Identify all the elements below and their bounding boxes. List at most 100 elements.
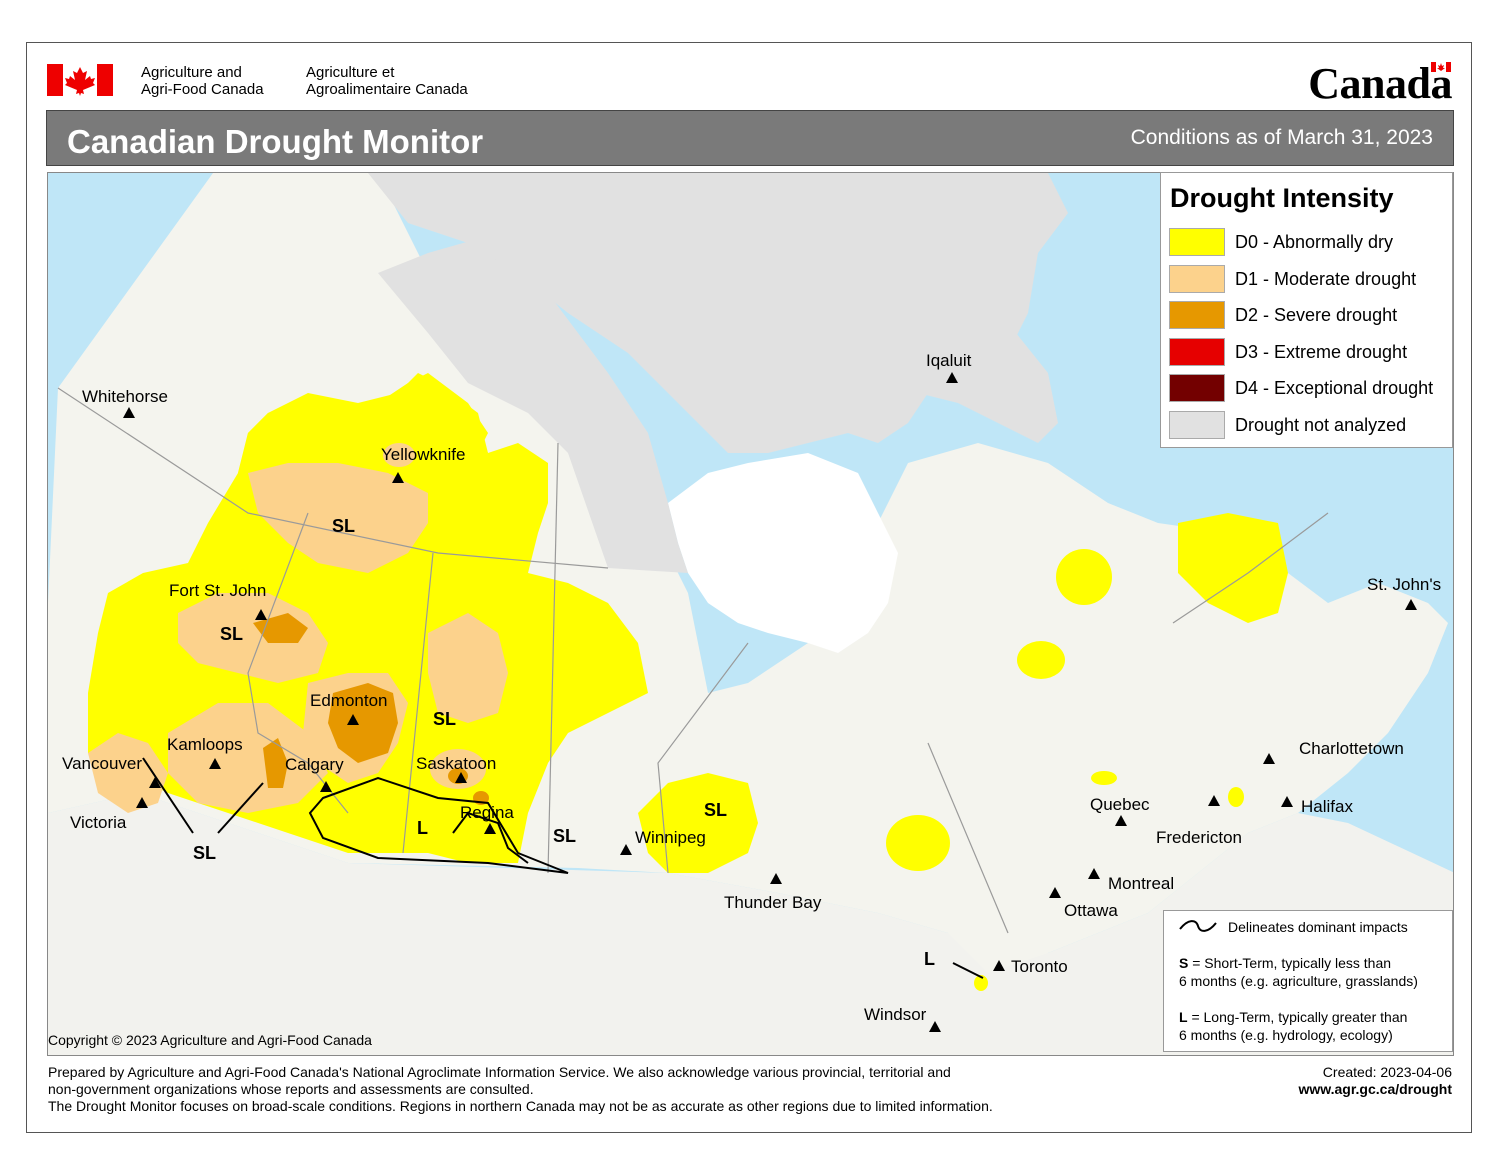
city-marker-iqaluit <box>946 372 958 383</box>
key-l-letter: L <box>1179 1009 1188 1025</box>
city-montreal: Montreal <box>1108 874 1175 893</box>
legend-swatch-d4 <box>1169 374 1225 402</box>
key-l-text-1: = Long-Term, typically greater than <box>1187 1009 1408 1025</box>
city-marker-toronto <box>993 960 1005 971</box>
impact-label-l-prairies: L <box>417 818 428 838</box>
key-s-text-1: = Short-Term, typically less than <box>1188 955 1392 971</box>
footer-created: Created: 2023-04-06 www.agr.gc.ca/drough… <box>1298 1064 1452 1098</box>
city-marker-regina <box>484 823 496 834</box>
city-halifax: Halifax <box>1301 797 1353 816</box>
city-marker-charlottetown <box>1263 753 1275 764</box>
legend-swatch-d1 <box>1169 265 1225 293</box>
d0-ontario-north <box>886 815 950 871</box>
key-s-letter: S <box>1179 955 1189 971</box>
city-toronto: Toronto <box>1011 957 1068 976</box>
provincial-boundaries <box>57 387 1329 934</box>
city-marker-yellowknife <box>392 472 404 483</box>
impact-label-sl-bc-south: SL <box>193 843 217 863</box>
city-marker-edmonton <box>347 714 359 725</box>
city-regina: Regina <box>460 803 514 822</box>
city-st-johns: St. John's <box>1367 575 1442 594</box>
nunavut-not-analyzed <box>378 233 688 573</box>
dept-fr-line2: Agroalimentaire Canada <box>306 81 468 98</box>
key-l-text-2: 6 months (e.g. hydrology, ecology) <box>1179 1027 1393 1043</box>
city-marker-halifax <box>1281 796 1293 807</box>
city-marker-winnipeg <box>620 844 632 855</box>
title-bar: Canadian Drought Monitor Conditions as o… <box>46 110 1454 166</box>
legend-swatch-d2 <box>1169 301 1225 329</box>
created-date: Created: 2023-04-06 <box>1322 1064 1452 1080</box>
drought-url-link[interactable]: www.agr.gc.ca/drought <box>1298 1081 1452 1097</box>
city-saskatoon: Saskatoon <box>416 754 497 773</box>
city-marker-fort-st-john <box>255 609 267 620</box>
city-quebec: Quebec <box>1090 795 1150 814</box>
legend-swatch-d0 <box>1169 228 1225 256</box>
city-fredericton: Fredericton <box>1156 828 1242 847</box>
city-calgary: Calgary <box>285 755 344 774</box>
d0-quebec-south <box>1091 771 1117 785</box>
d1-bc-south <box>168 703 328 813</box>
d2-fort-st-john <box>253 613 308 643</box>
d1-nwt <box>248 463 428 573</box>
legend-label-d2: D2 - Severe drought <box>1235 305 1398 325</box>
city-marker-vancouver <box>149 777 161 788</box>
d0-new-brunswick <box>1228 787 1244 807</box>
d0-toronto <box>974 975 988 991</box>
city-marker-whitehorse <box>123 407 135 418</box>
city-marker-saskatoon <box>455 772 467 783</box>
city-thunder-bay: Thunder Bay <box>724 893 822 912</box>
legend-swatch-not-analyzed <box>1169 411 1225 439</box>
city-marker-windsor <box>929 1021 941 1032</box>
city-ottawa: Ottawa <box>1064 901 1118 920</box>
impact-label-sl-winnipeg: SL <box>704 800 728 820</box>
city-marker-st-johns <box>1405 599 1417 610</box>
hudson-bay <box>668 453 898 653</box>
d2-bc-south <box>263 738 288 788</box>
drought-map: Whitehorse Yellowknife Iqaluit Fort St. … <box>47 172 1454 1056</box>
city-marker-victoria <box>136 797 148 808</box>
legend-label-not-analyzed: Drought not analyzed <box>1235 415 1407 435</box>
city-marker-kamloops <box>209 758 221 769</box>
city-windsor: Windsor <box>864 1005 927 1024</box>
city-victoria: Victoria <box>70 813 127 832</box>
canada-flag-icon <box>47 64 113 96</box>
city-yellowknife: Yellowknife <box>381 445 466 464</box>
legend-title: Drought Intensity <box>1170 183 1394 213</box>
impact-delineation-lines <box>142 757 984 979</box>
map-canvas <box>48 173 1453 1055</box>
city-marker-montreal <box>1088 868 1100 879</box>
key-s-text-2: 6 months (e.g. agriculture, grasslands) <box>1179 973 1418 989</box>
drought-intensity-legend: Drought Intensity D0 - Abnormally dry D1… <box>1160 172 1453 448</box>
city-winnipeg: Winnipeg <box>635 828 706 847</box>
city-whitehorse: Whitehorse <box>82 387 168 406</box>
arctic-islands-not-analyzed <box>368 173 1068 453</box>
department-name-en: Agriculture and Agri-Food Canada <box>141 64 264 98</box>
delineation-line-icon <box>1179 920 1217 932</box>
d0-manitoba <box>638 773 758 873</box>
city-kamloops: Kamloops <box>167 735 243 754</box>
city-marker-quebec <box>1115 815 1127 826</box>
city-marker-thunder-bay <box>770 873 782 884</box>
impact-label-l-ontario: L <box>924 949 935 969</box>
impact-label-sl-saskatchewan: SL <box>433 709 457 729</box>
city-edmonton: Edmonton <box>310 691 388 710</box>
page-title: Canadian Drought Monitor <box>67 123 484 160</box>
legend-label-d3: D3 - Extreme drought <box>1235 342 1408 362</box>
key-long-term: L = Long-Term, typically greater than 6 … <box>1179 1008 1407 1044</box>
d0-quebec-central <box>1017 641 1065 679</box>
conditions-date: Conditions as of March 31, 2023 <box>1130 126 1433 149</box>
city-iqaluit: Iqaluit <box>926 351 972 370</box>
legend-label-d0: D0 - Abnormally dry <box>1235 232 1394 252</box>
impact-label-sl-bc-north: SL <box>220 624 244 644</box>
city-vancouver: Vancouver <box>62 754 143 773</box>
footer-line2: non-government organizations whose repor… <box>48 1081 534 1097</box>
impact-label-sl-nwt: SL <box>332 516 356 536</box>
d1-bc-coast <box>88 733 168 813</box>
d0-quebec-north <box>1056 549 1112 605</box>
dept-en-line1: Agriculture and <box>141 64 242 81</box>
footer-notes: Prepared by Agriculture and Agri-Food Ca… <box>48 1064 993 1115</box>
city-marker-calgary <box>320 781 332 792</box>
key-delineates: Delineates dominant impacts <box>1228 919 1408 935</box>
legend-label-d1: D1 - Moderate drought <box>1235 269 1417 289</box>
dept-en-line2: Agri-Food Canada <box>141 81 264 98</box>
